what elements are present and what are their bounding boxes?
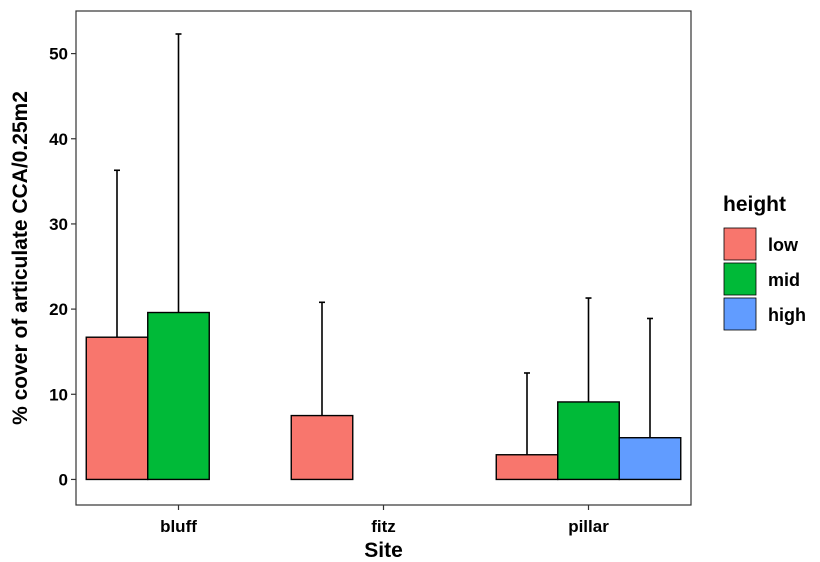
y-tick-label: 30 bbox=[49, 215, 68, 234]
bars bbox=[85, 311, 682, 481]
legend-label-high: high bbox=[768, 305, 806, 325]
legend-title: height bbox=[723, 193, 786, 216]
legend-items: low mid high bbox=[723, 227, 806, 331]
bar-low-pillar bbox=[495, 454, 559, 481]
x-tick-label: bluff bbox=[160, 517, 197, 536]
y-axis-title: % cover of articulate CCA/0.25m2 bbox=[9, 91, 32, 425]
legend-swatch-high bbox=[723, 297, 757, 331]
legend-swatch-mid bbox=[723, 262, 757, 296]
x-axis-title: Site bbox=[364, 539, 403, 562]
legend-swatch-low bbox=[723, 227, 757, 261]
bar-high-pillar bbox=[618, 437, 682, 481]
bar-low-bluff bbox=[85, 336, 149, 481]
y-tick-label: 20 bbox=[49, 300, 68, 319]
legend-label-low: low bbox=[768, 235, 799, 255]
y-tick-label: 40 bbox=[49, 130, 68, 149]
legend: height low mid high bbox=[723, 193, 806, 331]
bar-mid-bluff bbox=[147, 311, 210, 481]
x-axis: bluff fitz pillar bbox=[160, 505, 609, 536]
bar-mid-pillar bbox=[557, 401, 620, 481]
y-tick-label: 10 bbox=[49, 385, 68, 404]
y-tick-label: 0 bbox=[59, 470, 68, 489]
x-tick-label: pillar bbox=[568, 517, 609, 536]
legend-label-mid: mid bbox=[768, 270, 800, 290]
bar-low-fitz bbox=[290, 414, 354, 481]
x-tick-label: fitz bbox=[371, 517, 396, 536]
y-axis: 0 10 20 30 40 50 bbox=[49, 45, 76, 489]
y-tick-label: 50 bbox=[49, 45, 68, 64]
